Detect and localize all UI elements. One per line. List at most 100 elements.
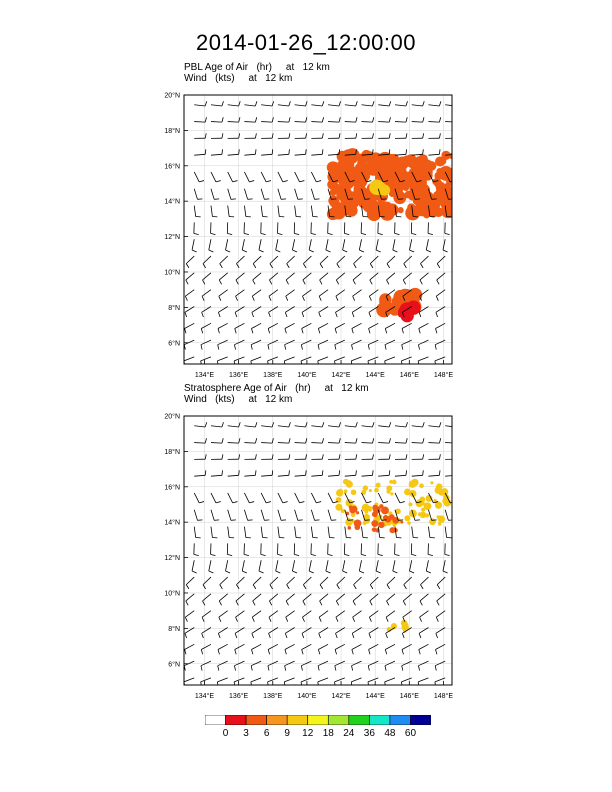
wind-barb xyxy=(344,133,358,139)
wind-barb xyxy=(361,205,368,218)
wind-barb xyxy=(411,188,420,200)
wind-barb xyxy=(200,339,212,350)
bottom-panel-field-label: Stratosphere Age of Air (hr) at 12 km xyxy=(184,383,369,394)
wind-barb xyxy=(378,149,391,156)
wind-barb xyxy=(219,255,228,269)
wind-barb xyxy=(311,149,324,156)
wind-barb xyxy=(367,660,379,671)
wind-barb xyxy=(445,458,452,460)
wind-barb xyxy=(344,526,352,539)
y-tick-label: 18°N xyxy=(164,448,180,456)
wind-barb xyxy=(294,117,308,123)
x-tick-label: 142°E xyxy=(331,371,350,379)
field-cell xyxy=(329,188,337,196)
field-cell xyxy=(335,503,343,511)
wind-barb xyxy=(302,289,312,301)
wind-barb xyxy=(435,306,446,318)
x-tick-label: 144°E xyxy=(366,371,385,379)
wind-barb xyxy=(200,660,212,671)
wind-barb xyxy=(368,322,379,334)
wind-barb xyxy=(184,660,195,671)
wind-barb xyxy=(334,322,345,334)
field-cell xyxy=(362,485,369,491)
field-cell xyxy=(361,489,367,495)
wind-barb xyxy=(302,272,312,285)
wind-barb xyxy=(277,205,285,218)
wind-barb xyxy=(361,509,370,521)
wind-barb xyxy=(435,322,446,334)
plot-frame xyxy=(183,415,453,686)
wind-barb xyxy=(233,677,245,685)
wind-barb xyxy=(310,492,322,504)
wind-barb xyxy=(411,526,419,539)
colorbar-label: 12 xyxy=(302,728,314,739)
wind-barb xyxy=(210,526,218,539)
wind-barb xyxy=(250,356,262,364)
wind-barb xyxy=(418,322,429,334)
wind-barb xyxy=(184,306,195,318)
wind-barb xyxy=(394,171,405,183)
y-tick-label: 16°N xyxy=(164,483,180,491)
wind-barb xyxy=(444,205,452,218)
wind-barb xyxy=(227,492,238,504)
wind-barb xyxy=(444,492,452,504)
field-cell xyxy=(423,502,432,511)
x-tick-label: 140°E xyxy=(297,371,316,379)
wind-barb xyxy=(327,526,335,539)
wind-barb xyxy=(344,454,358,460)
wind-barb xyxy=(386,255,396,269)
colorbar-swatch xyxy=(369,715,391,725)
wind-barb xyxy=(244,171,255,183)
wind-barb xyxy=(234,322,245,334)
wind-barb xyxy=(402,272,412,285)
field-cell xyxy=(408,502,413,507)
y-tick-label: 14°N xyxy=(164,519,180,527)
wind-barb xyxy=(310,222,316,235)
wind-barb xyxy=(445,475,452,477)
wind-barb xyxy=(227,470,240,477)
wind-barb xyxy=(394,222,400,235)
colorbar-swatch xyxy=(225,715,247,725)
wind-barb xyxy=(185,255,195,269)
wind-barb xyxy=(261,438,274,444)
wind-barb xyxy=(360,543,367,556)
wind-barb xyxy=(234,339,245,350)
wind-barb xyxy=(444,171,452,183)
colorbar-swatch xyxy=(389,715,411,725)
field-cell xyxy=(371,511,378,518)
wind-barb xyxy=(244,101,258,107)
wind-barb xyxy=(218,610,228,622)
wind-barb xyxy=(384,677,396,685)
wind-barb xyxy=(428,188,437,200)
wind-barb xyxy=(367,356,379,364)
y-tick-label: 14°N xyxy=(164,198,180,206)
wind-barb xyxy=(200,677,212,685)
wind-barb xyxy=(361,438,375,444)
wind-barb xyxy=(210,543,216,556)
wind-barb xyxy=(384,322,396,334)
wind-barb xyxy=(194,422,208,428)
wind-barb xyxy=(444,509,452,521)
wind-barb xyxy=(283,677,295,685)
colorbar-label: 24 xyxy=(343,728,355,739)
wind-barb xyxy=(210,117,224,123)
wind-barb xyxy=(385,627,396,639)
wind-barb xyxy=(261,470,274,477)
wind-barb xyxy=(244,470,257,477)
field-cell xyxy=(345,480,353,488)
wind-barb xyxy=(311,438,324,444)
field-cell xyxy=(424,159,432,167)
y-tick-label: 6°N xyxy=(168,660,180,668)
wind-barb xyxy=(284,627,295,639)
wind-barb xyxy=(401,677,412,685)
field-cell xyxy=(413,211,420,218)
wind-barb xyxy=(236,576,245,590)
wind-barb xyxy=(260,205,268,218)
wind-barb xyxy=(385,610,396,622)
wind-barb xyxy=(285,593,295,606)
wind-barb xyxy=(310,171,322,183)
wind-barb xyxy=(317,339,329,350)
wind-barbs xyxy=(184,422,452,685)
wind-barb xyxy=(268,289,279,301)
wind-barb xyxy=(368,610,379,622)
